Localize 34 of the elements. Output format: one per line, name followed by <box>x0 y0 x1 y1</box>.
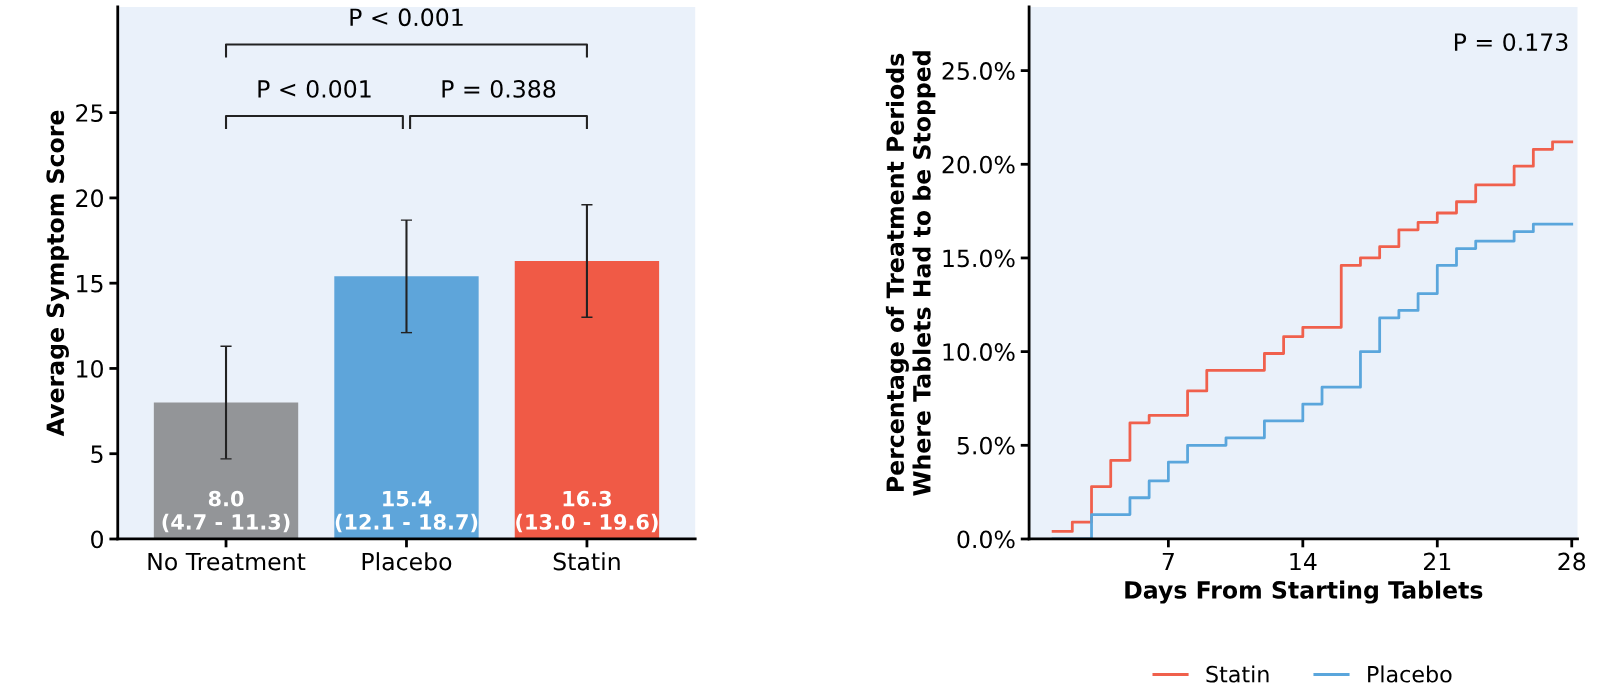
data-label: 8.0 (4.7 - 11.3) <box>162 490 290 533</box>
y-tick-label: 25 <box>76 104 103 122</box>
x-tick-label: Statin <box>553 552 620 571</box>
annotation: P = 0.173 <box>1454 33 1568 52</box>
annotation: P < 0.001 <box>350 8 463 27</box>
y-tick-label: 15 <box>77 274 103 293</box>
legend-label: Placebo <box>1368 665 1452 683</box>
y-tick-label: 5.0% <box>957 436 1015 455</box>
x-axis-title: Days From Starting Tablets <box>1125 580 1483 604</box>
y-tick-label: 10 <box>77 359 103 378</box>
y-tick-label: 20.0% <box>942 155 1015 174</box>
y-tick-label: 0.0% <box>957 530 1015 549</box>
bar <box>334 276 479 539</box>
y-tick-label: 25.0% <box>942 62 1015 80</box>
annotation: P = 0.388 <box>442 79 556 98</box>
y-axis-title: Percentage of Treatment Periods Where Tablets Had to be Stopped <box>885 51 936 496</box>
y-tick-label: 15.0% <box>943 249 1015 268</box>
y-tick-label: 10.0% <box>943 343 1015 361</box>
x-tick-label: 14 <box>1290 552 1317 571</box>
bar <box>153 402 299 539</box>
x-tick-label: Placebo <box>362 552 452 571</box>
data-label: 15.4 (12.1 - 18.7) <box>335 491 478 533</box>
x-tick-label: No Treatment <box>148 552 306 571</box>
y-axis-title: Average Symptom Score <box>46 110 69 437</box>
annotation: P < 0.001 <box>258 79 371 98</box>
x-tick-label: 28 <box>1558 552 1586 571</box>
y-tick-label: 5 <box>91 445 103 464</box>
x-tick-label: 7 <box>1162 552 1174 571</box>
y-tick-label: 0 <box>91 530 103 549</box>
legend-label: Statin <box>1206 665 1269 683</box>
bar <box>514 261 660 539</box>
y-tick-label: 20 <box>76 189 103 208</box>
x-tick-label: 21 <box>1424 552 1451 571</box>
data-label: 16.3 (13.0 - 19.6) <box>516 490 658 533</box>
